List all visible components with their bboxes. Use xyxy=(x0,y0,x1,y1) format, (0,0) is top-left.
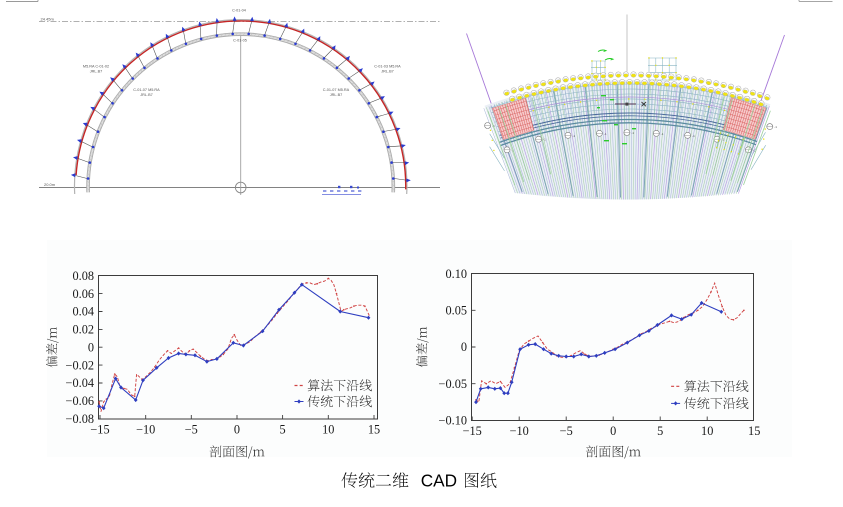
svg-text:5: 5 xyxy=(280,423,286,437)
svg-text:−10: −10 xyxy=(136,423,155,437)
svg-text:M5.RA C-01-02: M5.RA C-01-02 xyxy=(83,65,109,69)
svg-text:−0.04: −0.04 xyxy=(66,376,94,390)
svg-text:JRL.B7: JRL.B7 xyxy=(381,70,393,74)
svg-text:−10: −10 xyxy=(510,424,529,438)
svg-text:0.02: 0.02 xyxy=(72,323,94,337)
svg-text:5: 5 xyxy=(657,424,663,438)
svg-text:0: 0 xyxy=(461,340,467,354)
svg-text:-1: -1 xyxy=(753,148,756,152)
svg-text:JRL.B7: JRL.B7 xyxy=(140,93,152,97)
svg-text:−0.10: −0.10 xyxy=(439,414,467,428)
svg-text:-1: -1 xyxy=(722,138,725,142)
svg-text:C-01-05: C-01-05 xyxy=(233,39,247,43)
svg-text:15: 15 xyxy=(368,423,380,437)
svg-text:−0.02: −0.02 xyxy=(66,358,94,372)
svg-text:−0.06: −0.06 xyxy=(66,394,94,408)
svg-text:C-01-03 M5.RA: C-01-03 M5.RA xyxy=(374,65,401,69)
svg-text:-1: -1 xyxy=(774,125,777,129)
svg-text:10: 10 xyxy=(701,424,713,438)
svg-text:JRL.B7: JRL.B7 xyxy=(330,93,342,97)
svg-text:0.04: 0.04 xyxy=(72,305,94,319)
svg-text:−5: −5 xyxy=(185,423,198,437)
svg-text:0: 0 xyxy=(610,424,616,438)
svg-text:-1: -1 xyxy=(692,134,695,138)
svg-text:0: 0 xyxy=(234,423,240,437)
svg-text:−0.05: −0.05 xyxy=(439,377,467,391)
svg-text:C-01-07 M5.RA: C-01-07 M5.RA xyxy=(133,88,160,92)
svg-text:-1: -1 xyxy=(661,132,664,136)
svg-text:0.10: 0.10 xyxy=(445,267,467,281)
svg-text:24.45m: 24.45m xyxy=(41,16,55,21)
svg-text:−5: −5 xyxy=(560,424,573,438)
svg-text:-1: -1 xyxy=(631,131,634,135)
svg-text:−15: −15 xyxy=(90,423,109,437)
svg-text:JRL.B7: JRL.B7 xyxy=(90,70,102,74)
svg-text:−15: −15 xyxy=(463,424,482,438)
svg-text:-1: -1 xyxy=(543,138,546,142)
svg-text:-1: -1 xyxy=(573,134,576,138)
svg-text:C-01-07 M5.RA: C-01-07 M5.RA xyxy=(323,88,350,92)
svg-text:0.08: 0.08 xyxy=(72,269,94,283)
svg-text:-1: -1 xyxy=(604,132,607,136)
svg-text:0: 0 xyxy=(88,340,94,354)
svg-text:−0.08: −0.08 xyxy=(66,412,94,426)
svg-text:CAD: CAD xyxy=(421,471,457,491)
svg-text:20.0m: 20.0m xyxy=(44,182,56,187)
svg-text:0.05: 0.05 xyxy=(445,304,467,318)
svg-text:C-01-04: C-01-04 xyxy=(232,9,246,13)
svg-text:10: 10 xyxy=(322,423,334,437)
svg-text:15: 15 xyxy=(748,424,760,438)
svg-text:0.06: 0.06 xyxy=(72,287,94,301)
